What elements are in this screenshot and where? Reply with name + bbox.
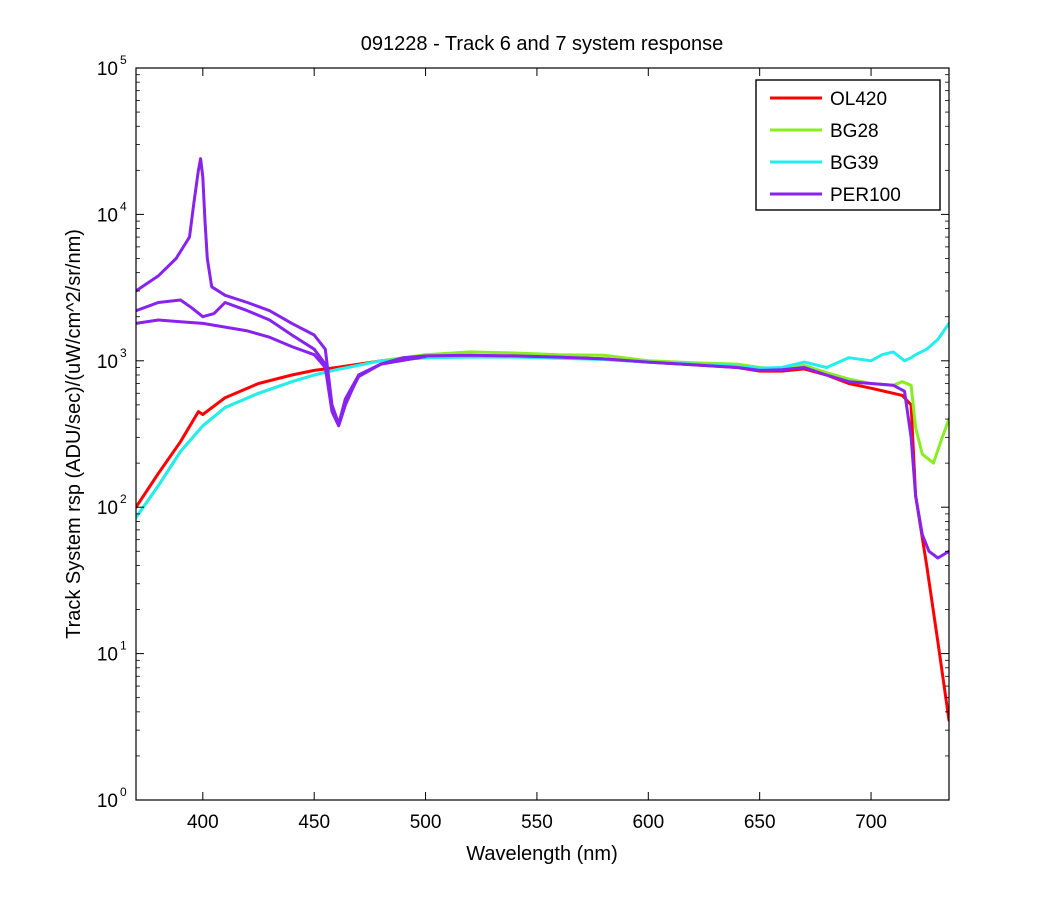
y-tick-exponent: 1 — [120, 639, 127, 653]
x-tick-label: 450 — [298, 812, 330, 833]
chart-title: 091228 - Track 6 and 7 system response — [361, 33, 723, 55]
legend-label-per100: PER100 — [830, 185, 901, 206]
y-tick-label: 10 — [97, 645, 118, 666]
y-axis-label: Track System rsp (ADU/sec)/(uW/cm^2/sr/n… — [63, 229, 85, 639]
legend-box — [755, 79, 941, 211]
y-tick-exponent: 3 — [120, 346, 127, 360]
y-tick-label: 10 — [97, 498, 118, 519]
x-tick-label: 500 — [410, 812, 442, 833]
y-tick-label: 10 — [97, 205, 118, 226]
y-tick-exponent: 0 — [120, 785, 127, 799]
series-line-per100 — [136, 157, 949, 560]
legend-label-ol420: OL420 — [830, 89, 887, 110]
x-tick-label: 700 — [855, 812, 887, 833]
x-tick-label: 400 — [187, 812, 219, 833]
x-tick-label: 550 — [521, 812, 553, 833]
series-layer — [136, 157, 949, 722]
y-tick-label: 10 — [97, 59, 118, 80]
x-axis: 400 450 500 550 600 650 700 — [187, 68, 887, 833]
y-tick-exponent: 5 — [120, 53, 127, 67]
y-tick-label: 10 — [97, 791, 118, 812]
series-line-extra-5 — [136, 298, 383, 426]
x-tick-label: 650 — [744, 812, 776, 833]
legend-label-bg28: BG28 — [830, 121, 879, 142]
x-tick-label: 600 — [632, 812, 664, 833]
x-axis-label: Wavelength (nm) — [466, 843, 618, 865]
plot-frame — [135, 67, 950, 801]
y-tick-label: 10 — [97, 352, 118, 373]
y-tick-exponent: 4 — [120, 199, 127, 213]
legend: OL420 BG28 BG39 PER100 — [755, 79, 941, 211]
y-tick-exponent: 2 — [120, 492, 127, 506]
legend-label-bg39: BG39 — [830, 153, 879, 174]
